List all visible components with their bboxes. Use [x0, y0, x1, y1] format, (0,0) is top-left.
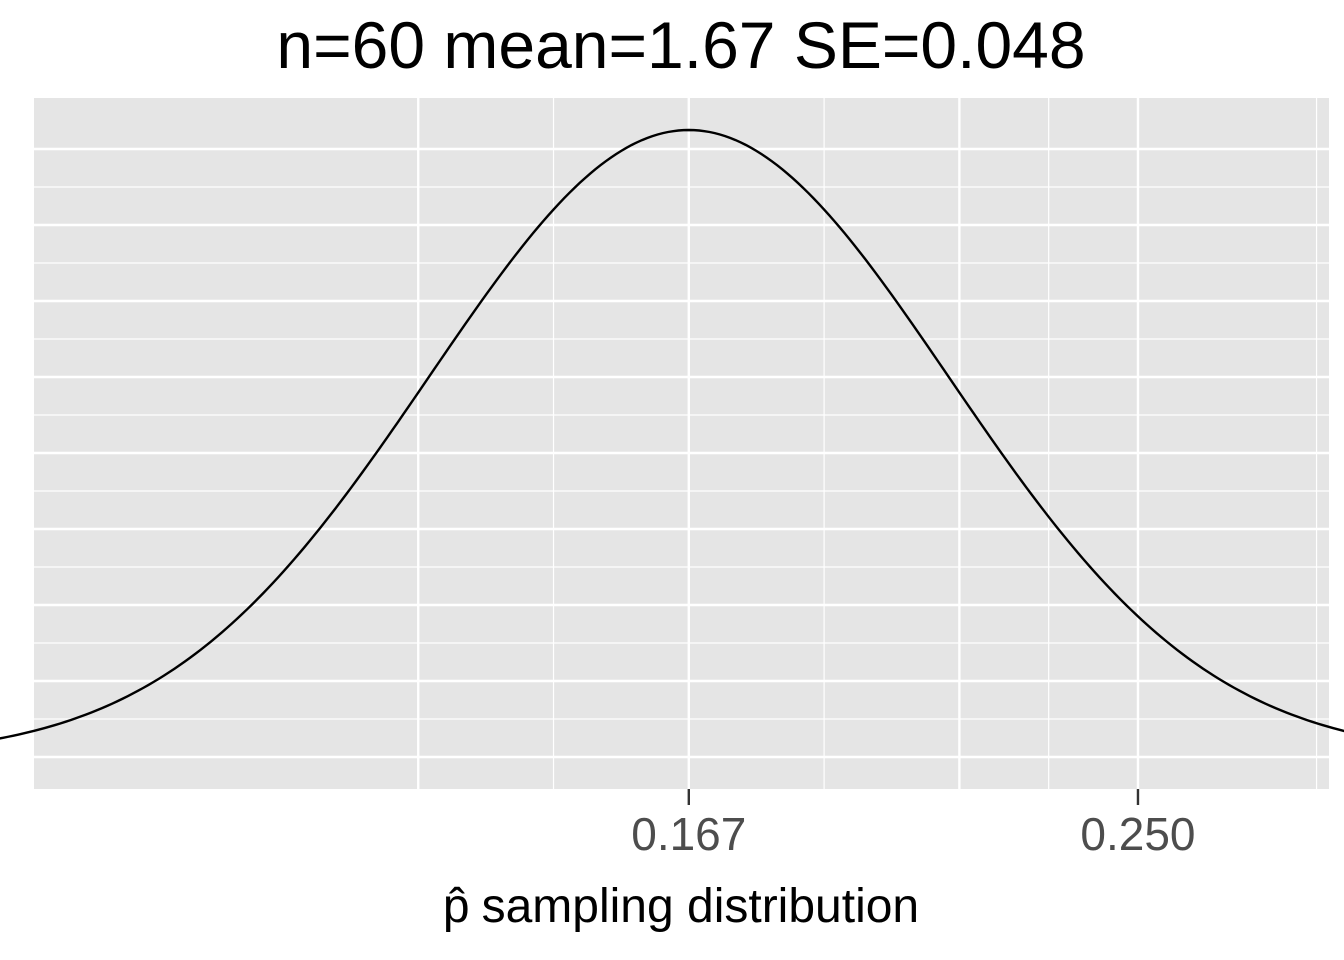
- x-axis-tick-label: 0.167: [631, 808, 746, 860]
- x-axis-tick-labels: 0.167 0.250: [631, 808, 1195, 860]
- chart-title: n=60 mean=1.67 SE=0.048: [276, 8, 1085, 82]
- x-axis-title: p̂ sampling distribution: [443, 880, 919, 933]
- x-axis-ticks: [687, 789, 1140, 805]
- plot-panel: [34, 98, 1329, 789]
- x-axis-symbol: p̂: [443, 880, 470, 933]
- minor-grid: [34, 98, 1329, 789]
- density-curve: [0, 128, 1344, 740]
- x-axis-label: sampling distribution: [482, 880, 920, 933]
- x-axis-tick-label: 0.250: [1080, 808, 1195, 860]
